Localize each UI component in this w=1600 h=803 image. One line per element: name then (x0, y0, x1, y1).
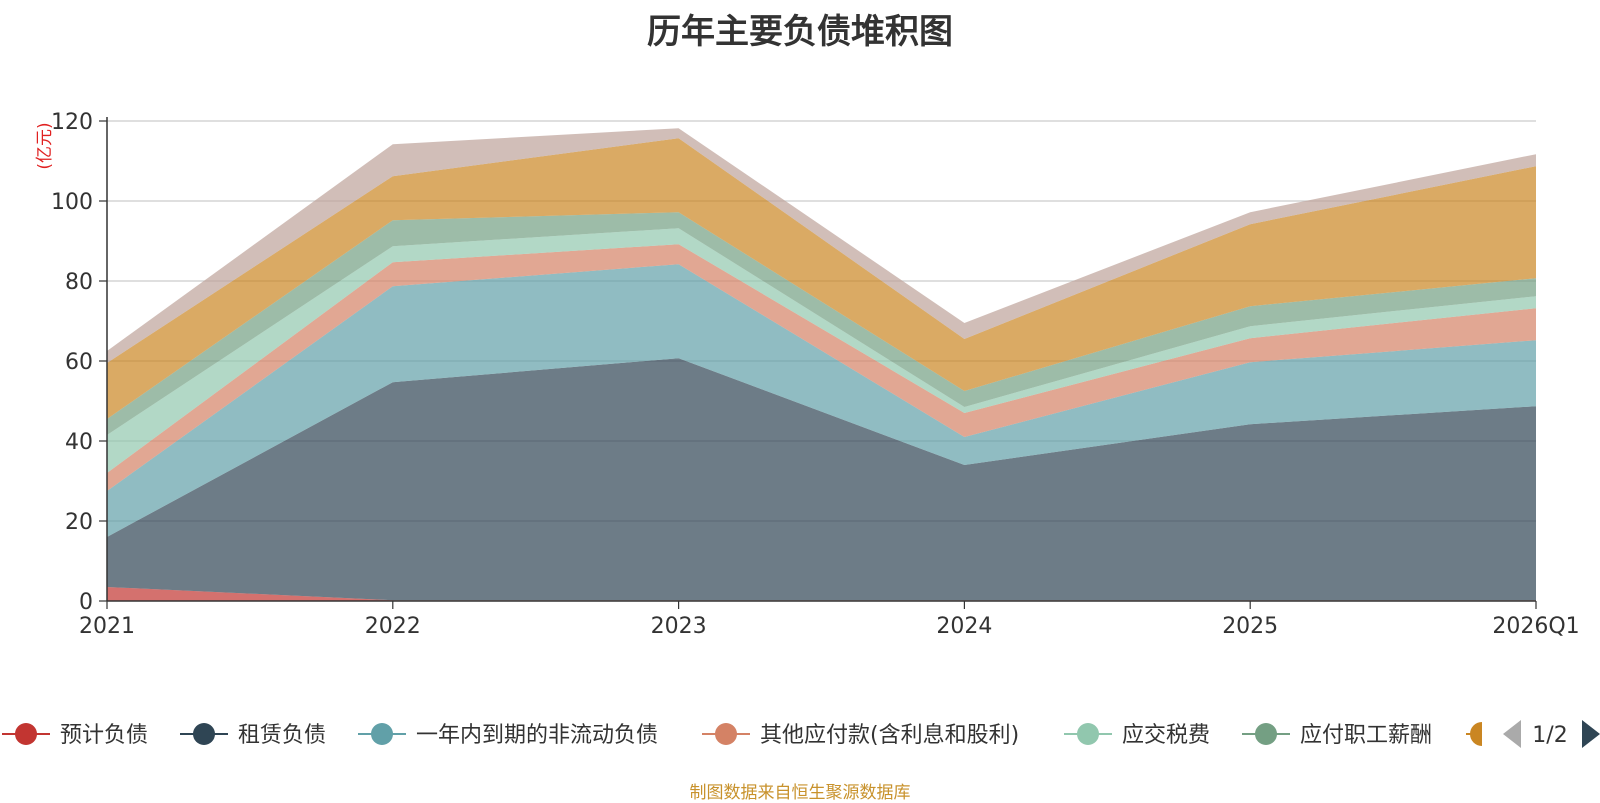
area-layer (107, 128, 1536, 601)
legend: 预计负债 租赁负债 一年内到期的非流动负债 其他应付款(含利息和股利) 应交税费 应付职工… (2, 720, 1600, 748)
y-tick-label: 20 (65, 510, 93, 535)
legend-item-0[interactable]: 预计负债 (2, 723, 148, 748)
legend-item-5[interactable]: 应付职工薪酬 (1242, 723, 1432, 748)
x-tick-label: 2025 (1222, 614, 1278, 639)
legend-marker (715, 723, 737, 745)
area-series-5[interactable] (107, 212, 1536, 435)
legend-label: 其他应付款(含利息和股利) (760, 723, 1019, 748)
y-tick-label: 0 (79, 590, 93, 615)
y-tick-label: 100 (51, 190, 93, 215)
legend-marker (1255, 723, 1277, 745)
axes: 0 20 40 60 80 100 120 2021 2022 2023 2024 2025 2026Q… (35, 110, 1580, 639)
legend-label: 预计负债 (60, 723, 148, 748)
y-tick-label: 80 (65, 270, 93, 295)
area-series-1[interactable] (107, 358, 1536, 601)
y-tick-label: 60 (65, 350, 93, 375)
chart-title: 历年主要负债堆积图 (647, 12, 953, 52)
x-tick-label: 2022 (365, 614, 421, 639)
source-note: 制图数据来自恒生聚源数据库 (689, 783, 911, 803)
x-tick-label: 2026Q1 (1492, 614, 1579, 639)
y-tick-label: 40 (65, 430, 93, 455)
legend-item-1[interactable]: 租赁负债 (180, 723, 326, 748)
legend-marker (1077, 723, 1099, 745)
legend-marker (15, 723, 37, 745)
legend-next-page-icon[interactable] (1582, 720, 1600, 748)
legend-item-2[interactable]: 一年内到期的非流动负债 (358, 723, 658, 748)
area-series-6[interactable] (107, 138, 1536, 419)
legend-marker (193, 723, 215, 745)
x-tick-label: 2023 (651, 614, 707, 639)
legend-label: 租赁负债 (238, 723, 326, 748)
legend-marker (371, 723, 393, 745)
legend-item-4[interactable]: 应交税费 (1064, 723, 1210, 748)
legend-prev-page-icon[interactable] (1503, 720, 1521, 748)
x-tick-label: 2024 (936, 614, 992, 639)
legend-page-indicator: 1/2 (1532, 723, 1567, 748)
legend-label: 一年内到期的非流动负债 (416, 723, 658, 748)
y-tick-label: 120 (51, 110, 93, 135)
legend-label: 应交税费 (1122, 723, 1210, 748)
area-series-2[interactable] (107, 264, 1536, 537)
y-axis-unit: (亿元) (35, 122, 55, 169)
legend-item-3[interactable]: 其他应付款(含利息和股利) (702, 723, 1019, 748)
legend-marker-partial (1470, 722, 1482, 746)
legend-label: 应付职工薪酬 (1300, 723, 1432, 748)
area-series-0[interactable] (107, 587, 1536, 601)
x-tick-label: 2021 (79, 614, 135, 639)
